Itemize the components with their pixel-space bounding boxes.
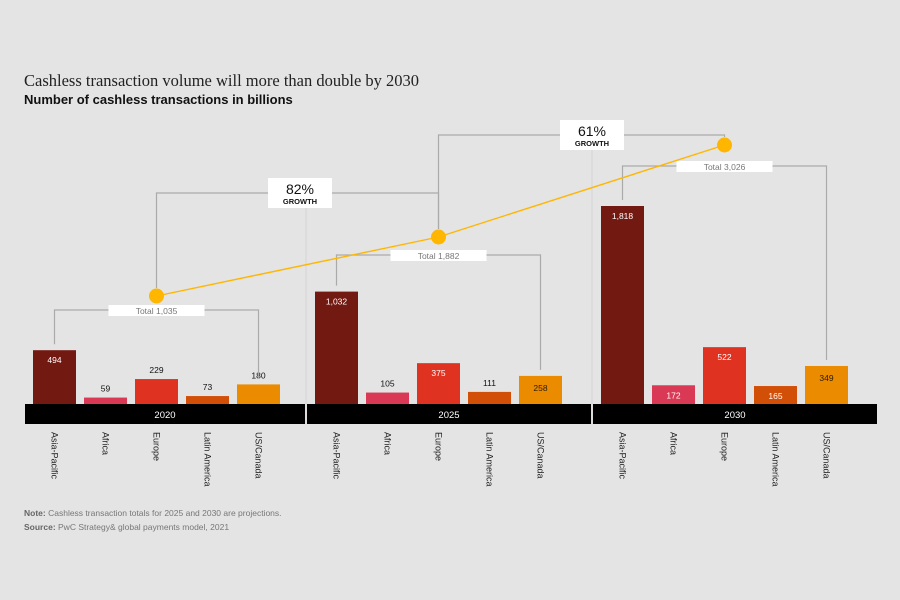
bar-2030-1 — [652, 385, 695, 404]
source-text: PwC Strategy& global payments model, 202… — [55, 522, 230, 532]
total-dot-2020 — [149, 288, 164, 304]
bar-2030-0 — [601, 206, 644, 404]
source: Source: PwC Strategy& global payments mo… — [24, 522, 229, 532]
bar-2025-0 — [315, 291, 358, 404]
category-label: Asia-Pacific — [618, 432, 628, 480]
year-band — [25, 404, 305, 424]
bar-value-label: 349 — [819, 373, 833, 383]
category-label: Latin America — [771, 432, 781, 487]
year-band — [593, 404, 877, 424]
total-dot-2025 — [431, 229, 446, 245]
year-label: 2025 — [438, 410, 459, 421]
bar-2030-4 — [805, 365, 848, 404]
category-label: Europe — [434, 432, 444, 461]
growth-label: GROWTH — [575, 139, 609, 148]
bar-2020-4 — [237, 384, 280, 404]
bar-2020-3 — [186, 396, 229, 404]
bar-2020-1 — [84, 397, 127, 404]
total-label: Total 3,026 — [704, 162, 746, 172]
growth-value: 82% — [286, 181, 314, 197]
bar-value-label: 165 — [768, 391, 782, 401]
growth-value: 61% — [578, 123, 606, 139]
note-text: Cashless transaction totals for 2025 and… — [45, 508, 282, 518]
category-label: US/Canada — [822, 432, 832, 479]
bar-2025-1 — [366, 392, 409, 404]
category-label: Europe — [152, 432, 162, 461]
bar-value-label: 1,032 — [326, 297, 348, 307]
bar-2030-3 — [754, 386, 797, 404]
category-label: Africa — [383, 432, 393, 455]
year-label: 2020 — [154, 410, 175, 421]
total-label: Total 1,035 — [136, 306, 178, 316]
bar-value-label: 105 — [380, 379, 394, 389]
year-band — [307, 404, 591, 424]
chart-subtitle: Number of cashless transactions in billi… — [24, 92, 293, 107]
category-label: US/Canada — [254, 432, 264, 479]
total-bracket — [621, 165, 828, 360]
bar-value-label: 522 — [717, 352, 731, 362]
bar-2025-4 — [519, 375, 562, 404]
bar-value-label: 229 — [149, 365, 163, 375]
bar-value-label: 258 — [533, 383, 547, 393]
bar-2025-3 — [468, 391, 511, 404]
bar-value-label: 494 — [47, 355, 61, 365]
bar-2025-2 — [417, 363, 460, 404]
bar-2020-0 — [33, 350, 76, 404]
category-label: Latin America — [203, 432, 213, 487]
growth-label-box — [560, 120, 624, 150]
bar-value-label: 111 — [483, 378, 496, 388]
category-label: Asia-Pacific — [50, 432, 60, 480]
category-label: Africa — [101, 432, 111, 455]
bar-value-label: 375 — [431, 368, 445, 378]
category-label: US/Canada — [536, 432, 546, 479]
bar-value-label: 59 — [101, 384, 111, 394]
category-label: Asia-Pacific — [332, 432, 342, 480]
source-label: Source: — [24, 522, 56, 532]
bar-value-label: 1,818 — [612, 211, 634, 221]
category-label: Latin America — [485, 432, 495, 487]
total-label-box — [108, 305, 205, 316]
total-dot-2030 — [717, 137, 732, 153]
bar-value-label: 172 — [666, 390, 680, 400]
note: Note: Cashless transaction totals for 20… — [24, 508, 282, 518]
total-bracket — [335, 254, 542, 370]
chart-title: Cashless transaction volume will more th… — [24, 71, 420, 90]
category-label: Europe — [720, 432, 730, 461]
growth-label: GROWTH — [283, 197, 317, 206]
total-label: Total 1,882 — [418, 251, 460, 261]
note-label: Note: — [24, 508, 46, 518]
total-label-box — [676, 161, 773, 172]
growth-label-box — [268, 178, 332, 208]
total-label-box — [390, 250, 487, 261]
year-label: 2030 — [724, 410, 745, 421]
bar-2020-2 — [135, 379, 178, 404]
bar-2030-2 — [703, 347, 746, 404]
category-label: Africa — [669, 432, 679, 455]
bar-value-label: 73 — [203, 382, 213, 392]
